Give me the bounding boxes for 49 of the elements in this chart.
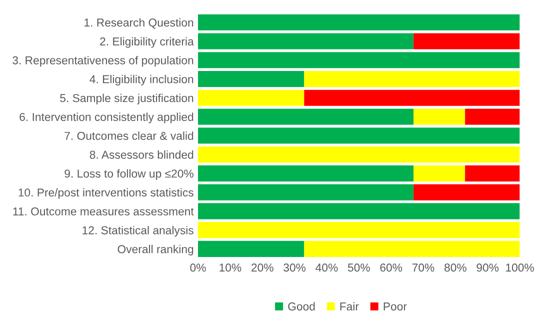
bar (198, 90, 304, 106)
x-tick-label: 60% (380, 264, 402, 272)
bar (414, 33, 520, 50)
legend-label: Fair (340, 302, 359, 310)
bar (198, 165, 414, 182)
bar (304, 90, 520, 106)
legend-label: Poor (384, 302, 407, 310)
y-tick-label: Overall ranking (118, 244, 194, 256)
x-tick-label: 50% (348, 264, 370, 272)
bar (465, 165, 520, 182)
bar (198, 146, 520, 163)
x-tick-label: 40% (316, 264, 338, 272)
y-tick-label: 10. Pre/post interventions statistics (18, 188, 194, 199)
bar (198, 70, 304, 88)
bar (198, 240, 304, 257)
y-tick-label: 6. Intervention consistently applied (20, 112, 194, 124)
y-tick-label: 11. Outcome measures assessment (13, 207, 194, 216)
bar (304, 70, 520, 88)
bar (414, 108, 466, 125)
y-tick-label: 9. Loss to follow up ≤20% (64, 169, 194, 180)
y-tick-label: 8. Assessors blinded (90, 150, 194, 159)
x-tick-label: 100% (506, 264, 534, 272)
y-tick-label: 1. Research Question (84, 18, 194, 29)
bar (304, 240, 520, 257)
bar (198, 33, 414, 50)
y-tick-label: 4. Eligibility inclusion (90, 74, 194, 86)
y-tick-label: 2. Eligibility criteria (100, 37, 194, 48)
x-tick-label: 10% (220, 264, 242, 272)
bar (414, 165, 466, 182)
x-tick-label: 30% (284, 264, 306, 272)
x-tick-label: 0% (190, 264, 206, 272)
bar (198, 203, 520, 220)
bar (198, 222, 520, 238)
x-tick-label: 80% (444, 264, 466, 272)
y-tick-label: 3. Representativeness of population (12, 56, 194, 67)
y-tick-label: 5. Sample size justification (60, 94, 194, 104)
bar (414, 184, 520, 200)
x-tick-label: 70% (412, 264, 434, 272)
y-tick-label: 12. Statistical analysis (82, 226, 194, 237)
bar (198, 184, 414, 200)
x-tick-label: 90% (476, 264, 499, 272)
bar (198, 14, 520, 30)
bar (198, 52, 520, 68)
y-tick-label: 7. Outcomes clear & valid (64, 132, 194, 140)
legend-label: Good (288, 302, 315, 310)
x-tick-label: 20% (252, 264, 274, 272)
bar (465, 108, 520, 125)
bar (198, 128, 520, 144)
bar (198, 108, 414, 125)
